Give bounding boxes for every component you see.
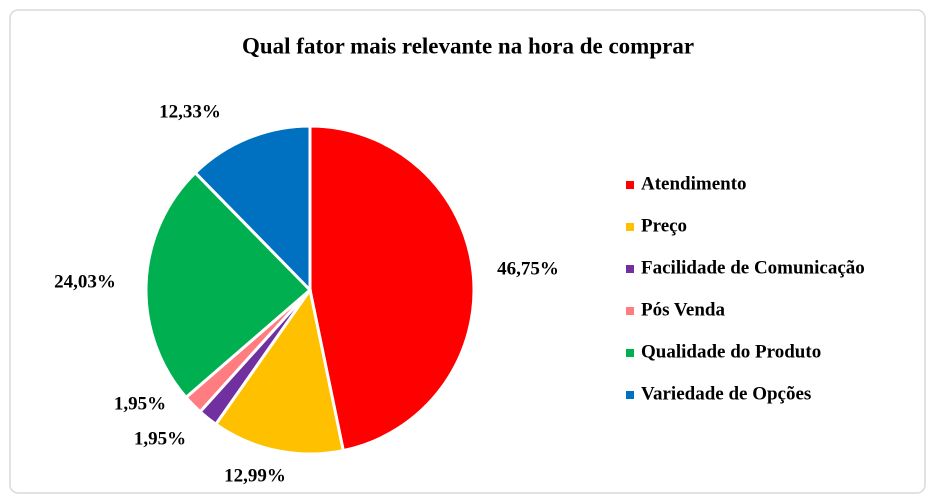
legend-swatch (626, 349, 634, 357)
data-label: 12,99% (224, 465, 286, 486)
chart-title: Qual fator mais relevante na hora de com… (242, 33, 694, 58)
legend-swatch (626, 181, 634, 189)
data-label: 12,33% (159, 101, 221, 122)
legend-swatch (626, 391, 634, 399)
pie-slice (213, 286, 346, 456)
data-label: 24,03% (54, 271, 116, 292)
pie-slice (308, 124, 476, 453)
data-label: 1,95% (114, 393, 166, 414)
pie-slice (144, 170, 313, 400)
legend-label: Pós Venda (641, 299, 725, 320)
data-label: 1,95% (134, 428, 186, 449)
legend-label: Variedade de Opções (641, 383, 811, 404)
legend-swatch (626, 307, 634, 315)
data-label: 46,75% (497, 258, 559, 279)
legend-swatch (626, 223, 634, 231)
legend-label: Atendimento (641, 173, 747, 194)
legend-label: Qualidade do Produto (641, 341, 821, 362)
legend-label: Preço (641, 215, 687, 236)
legend-swatch (626, 265, 634, 273)
legend-label: Facilidade de Comunicação (641, 257, 865, 278)
pie-slice (193, 124, 312, 294)
